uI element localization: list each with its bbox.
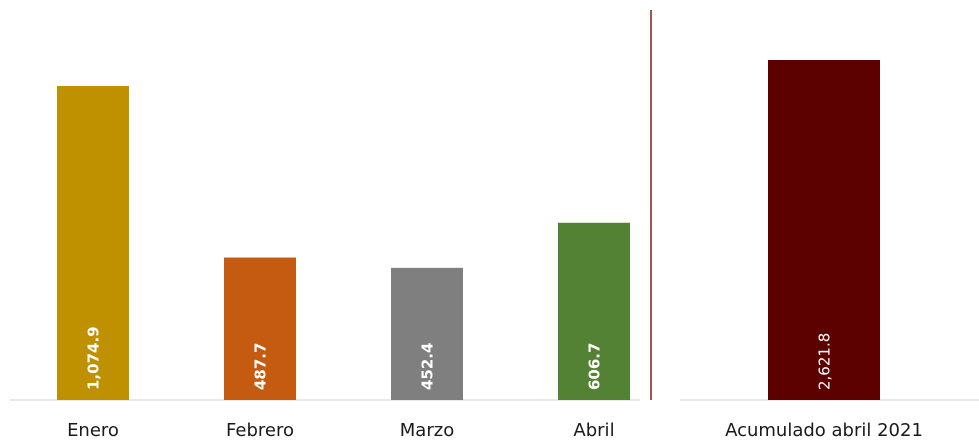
x-tick-label: Marzo bbox=[400, 420, 454, 440]
value-label: 1,074.9 bbox=[85, 326, 103, 390]
value-label: 606.7 bbox=[586, 343, 604, 390]
x-tick-label: Enero bbox=[67, 420, 119, 440]
x-tick-label: Febrero bbox=[226, 420, 294, 440]
bar bbox=[768, 60, 880, 400]
bar bbox=[558, 222, 630, 400]
value-label: 2,621.8 bbox=[816, 333, 834, 390]
bar bbox=[57, 86, 129, 400]
value-label: 487.7 bbox=[252, 343, 270, 390]
value-label: 452.4 bbox=[419, 343, 437, 390]
x-tick-label: Abril bbox=[573, 420, 614, 440]
bar bbox=[391, 267, 463, 400]
bar bbox=[224, 257, 296, 400]
x-tick-label: Acumulado abril 2021 bbox=[725, 420, 923, 440]
